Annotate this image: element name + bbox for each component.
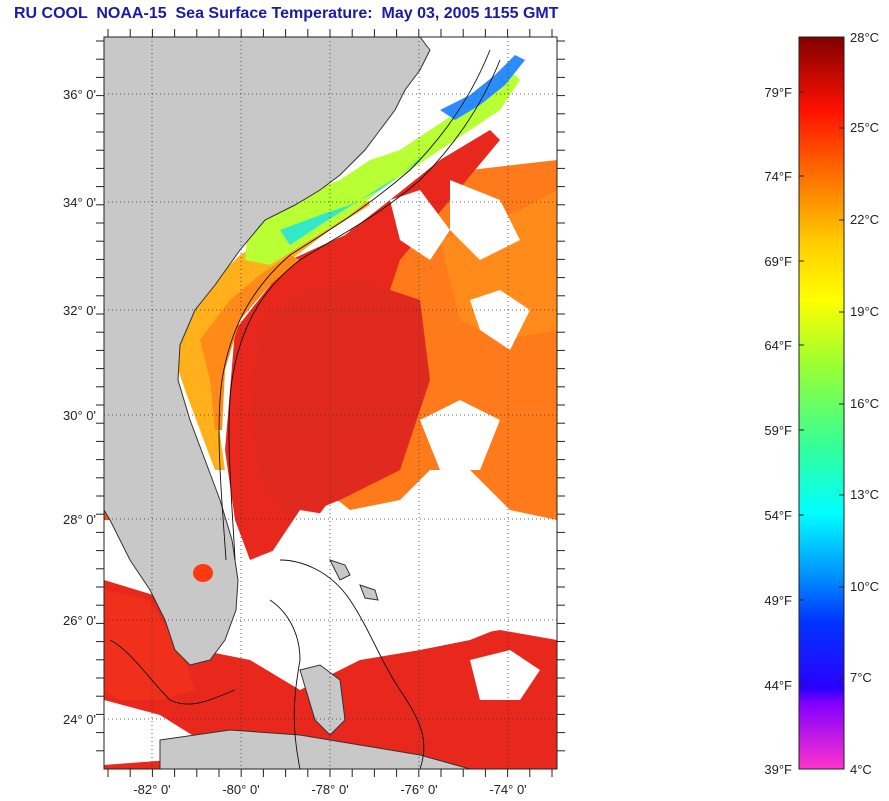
cloud-patch [420,400,500,470]
gulf-stream-region [250,280,430,520]
cloud-patch [470,290,530,350]
lat-label: 36° 0' [63,87,96,102]
southern-warm-water [104,580,557,769]
lat-label: 32° 0' [63,303,96,318]
celsius-label: 19°C [850,304,879,319]
longitude-labels: -82° 0' -80° 0' -78° 0' -76° 0' -74° 0' [133,782,526,797]
celsius-label: 16°C [850,396,879,411]
colorbar-celsius-labels: 28°C 25°C 22°C 19°C 16°C 13°C 10°C 7°C 4… [850,30,879,777]
sst-field [104,37,557,769]
celsius-label: 10°C [850,579,879,594]
celsius-label: 25°C [850,120,879,135]
fahrenheit-label: 64°F [764,338,792,353]
fahrenheit-label: 39°F [764,762,792,777]
colorbar [798,36,845,770]
lat-label: 24° 0' [63,712,96,727]
florida-keys-contour [109,639,236,705]
lake-okeechobee [193,564,213,582]
carolina-cool-water [245,70,520,265]
celsius-label: 4°C [850,762,872,777]
fahrenheit-label: 74°F [764,169,792,184]
cloud-patch [450,180,520,260]
latitude-labels: 36° 0' 34° 0' 32° 0' 30° 0' 28° 0' 26° 0… [63,87,96,727]
lon-label: -80° 0' [222,782,259,797]
lat-label: 34° 0' [63,195,96,210]
lon-label: -76° 0' [400,782,437,797]
celsius-label: 13°C [850,487,879,502]
gulf-of-mexico-water [104,590,195,700]
fahrenheit-label: 44°F [764,678,792,693]
lon-label: -78° 0' [311,782,348,797]
bahamas-bank-contour [279,559,425,769]
andros-island [299,664,346,736]
figure-title: RU COOL NOAA-15 Sea Surface Temperature:… [14,5,559,22]
fahrenheit-label: 49°F [764,593,792,608]
shelf-water-orange [200,255,300,430]
axis-ticks [96,29,565,777]
cloud-patch [470,650,540,700]
colorbar-fahrenheit-labels: 79°F 74°F 69°F 64°F 59°F 54°F 49°F 44°F … [764,85,792,777]
celsius-label: 22°C [850,212,879,227]
bahamas-island [329,559,351,581]
lat-label: 30° 0' [63,408,96,423]
cloud-patch [390,190,450,260]
fahrenheit-label: 79°F [764,85,792,100]
lat-label: 26° 0' [63,613,96,628]
colorbar-ticks [799,36,844,770]
carolina-cyan-water [280,140,440,245]
fahrenheit-label: 59°F [764,423,792,438]
bahamas-island [359,584,379,601]
northern-cold-water [440,55,525,120]
lon-label: -74° 0' [489,782,526,797]
cuba-landmass [159,729,471,769]
bahamas-bank-contour [269,599,301,769]
celsius-label: 7°C [850,670,872,685]
celsius-label: 28°C [850,30,879,45]
us-landmass [104,37,431,666]
isobath-contour [228,59,501,561]
cloud-patch [260,510,557,650]
fahrenheit-label: 54°F [764,508,792,523]
lat-label: 28° 0' [63,512,96,527]
fahrenheit-label: 69°F [764,254,792,269]
offshore-orange-patch [440,190,557,340]
lon-label: -82° 0' [133,782,170,797]
isobath-contour [218,49,491,561]
